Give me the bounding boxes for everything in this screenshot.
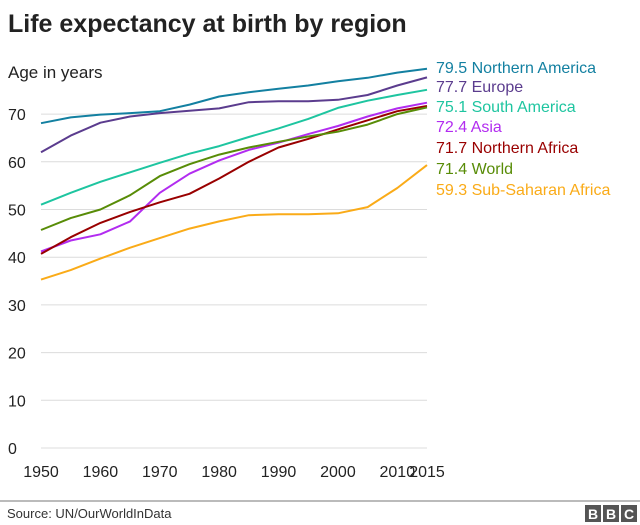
x-tick-label: 1960 bbox=[83, 464, 119, 481]
series-label: 72.4 Asia bbox=[436, 119, 502, 136]
svg-text:B: B bbox=[606, 506, 616, 522]
series-label: 79.5 Northern America bbox=[436, 60, 596, 77]
y-tick-label: 10 bbox=[8, 393, 26, 410]
y-tick-label: 50 bbox=[8, 203, 26, 220]
x-tick-label: 2015 bbox=[409, 464, 445, 481]
y-tick-label: 30 bbox=[8, 298, 26, 315]
source-note: Source: UN/OurWorldInData bbox=[7, 506, 172, 521]
series-line-asia bbox=[40, 101, 428, 253]
series-label: 71.7 Northern Africa bbox=[436, 140, 578, 157]
svg-text:B: B bbox=[588, 506, 598, 522]
series-line-sub-saharan-africa bbox=[40, 164, 428, 281]
series-line-world bbox=[40, 106, 428, 231]
series-line-northern-africa bbox=[40, 105, 428, 255]
series-label: 71.4 World bbox=[436, 161, 513, 178]
bbc-logo: B B C bbox=[585, 505, 637, 522]
svg-text:C: C bbox=[624, 506, 634, 522]
series-line-europe bbox=[40, 76, 428, 154]
series-labels: 79.5 Northern America 77.7 Europe 75.1 Sou… bbox=[436, 60, 610, 199]
series-line-south-america bbox=[40, 88, 428, 206]
series-label: 77.7 Europe bbox=[436, 79, 523, 96]
y-ticks: 0 10 20 30 40 50 60 70 bbox=[8, 107, 26, 458]
grid bbox=[41, 113, 427, 449]
x-tick-label: 2000 bbox=[320, 464, 356, 481]
y-tick-label: 40 bbox=[8, 250, 26, 267]
x-tick-label: 1980 bbox=[201, 464, 237, 481]
x-tick-label: 1990 bbox=[261, 464, 297, 481]
y-tick-label: 20 bbox=[8, 346, 26, 363]
y-tick-label: 0 bbox=[8, 441, 17, 458]
x-tick-label: 1950 bbox=[23, 464, 59, 481]
series-lines bbox=[40, 67, 428, 281]
y-tick-label: 60 bbox=[8, 155, 26, 172]
y-axis-label: Age in years bbox=[8, 63, 103, 82]
series-line-northern-america bbox=[40, 67, 428, 125]
y-tick-label: 70 bbox=[8, 107, 26, 124]
chart-title: Life expectancy at birth by region bbox=[8, 10, 407, 38]
series-label: 59.3 Sub-Saharan Africa bbox=[436, 182, 610, 199]
x-tick-label: 2010 bbox=[380, 464, 416, 481]
series-label: 75.1 South America bbox=[436, 99, 576, 116]
x-tick-label: 1970 bbox=[142, 464, 178, 481]
